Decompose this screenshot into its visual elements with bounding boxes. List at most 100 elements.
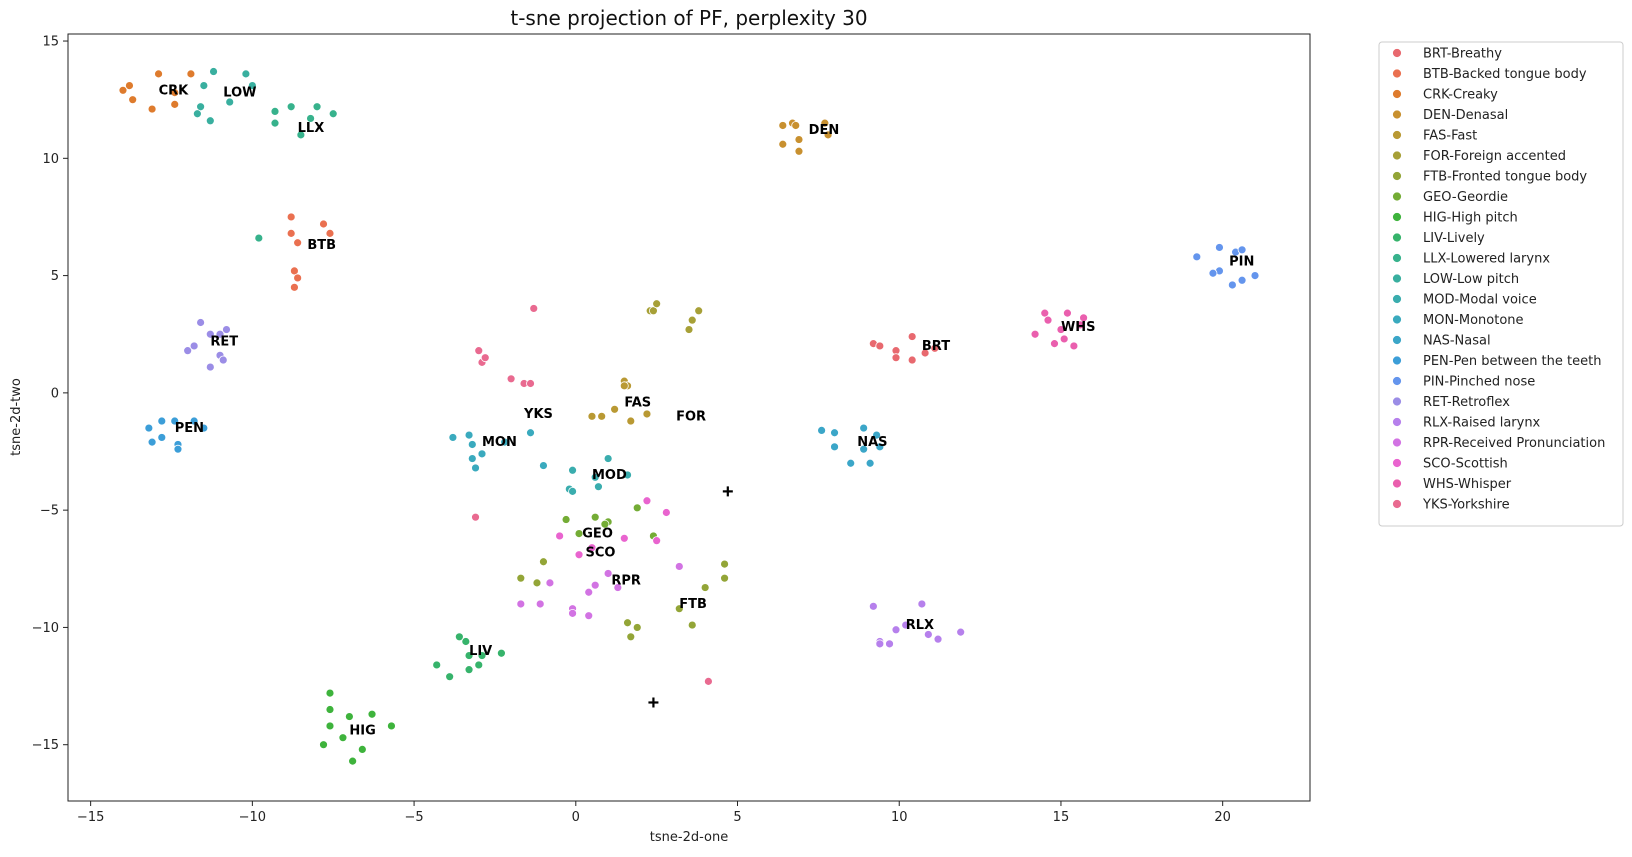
legend-marker-mod	[1392, 294, 1402, 304]
point-whs	[1030, 329, 1040, 339]
point-den	[791, 121, 801, 130]
point-llx	[306, 114, 315, 123]
point-den	[823, 130, 833, 140]
point-pen	[147, 437, 157, 447]
point-rpr	[590, 580, 600, 590]
point-pen	[157, 416, 167, 426]
legend-label-geo: GEO-Geordie	[1423, 190, 1508, 205]
legend-marker-geo	[1392, 191, 1402, 202]
legend: BRT-Breathy BTB-Backed tongue body CRK-Cre…	[1378, 41, 1624, 527]
point-liv	[461, 637, 471, 646]
cluster-label-liv: LIV	[469, 644, 492, 659]
legend-marker-rlx	[1392, 417, 1402, 427]
point-nas	[859, 444, 869, 454]
point-llx	[270, 118, 280, 128]
point-low	[225, 97, 235, 107]
point-for	[694, 306, 704, 316]
cluster-label-mod: MOD	[592, 468, 627, 483]
x-axis: −15 −10 −5 0 5 10 15 20	[77, 801, 1231, 825]
point-pin	[1227, 280, 1237, 290]
point-crk	[154, 69, 163, 79]
point-yks	[471, 512, 480, 522]
point-geo	[590, 512, 600, 522]
point-low	[196, 102, 206, 112]
point-low	[205, 116, 215, 126]
point-btb	[293, 238, 303, 248]
point-yks	[526, 379, 535, 388]
point-pin	[1208, 268, 1218, 278]
legend-label-for: FOR-Foreign accented	[1423, 149, 1566, 164]
point-den	[794, 135, 804, 144]
point-nas	[846, 458, 856, 468]
point-btb	[290, 266, 299, 276]
point-mon	[464, 430, 474, 440]
legend-marker-fas	[1392, 130, 1402, 140]
point-sco	[652, 536, 662, 546]
point-btb	[293, 273, 303, 283]
cluster-label-brt: BRT	[922, 339, 950, 354]
legend-marker-crk	[1392, 89, 1402, 99]
point-low	[192, 109, 202, 119]
point-hig	[338, 733, 348, 743]
point-liv	[474, 660, 484, 670]
cluster-label-ftb: FTB	[679, 597, 707, 612]
point-crk	[170, 88, 180, 98]
point-yks	[704, 676, 713, 686]
point-yks	[474, 346, 484, 356]
point-ftb	[623, 618, 632, 628]
point-nas	[872, 430, 881, 440]
legend-label-pen: PEN-Pen between the teeth	[1423, 354, 1601, 369]
point-rlx	[901, 620, 911, 630]
point-rpr	[568, 608, 577, 618]
legend-label-btb: BTB-Backed tongue body	[1423, 67, 1587, 82]
y-tick-label: −5	[40, 504, 59, 519]
point-btb	[319, 219, 328, 229]
point-llx	[296, 130, 306, 140]
point-llx	[312, 102, 322, 112]
point-hig	[325, 688, 335, 698]
legend-marker-llx	[1392, 253, 1402, 263]
point-rpr	[603, 569, 613, 578]
cluster-label-llx: LLX	[298, 121, 325, 136]
point-pen	[173, 444, 183, 454]
legend-marker-liv	[1392, 232, 1402, 243]
point-liv	[464, 665, 474, 675]
legend-marker-pin	[1392, 376, 1402, 386]
point-mon	[526, 428, 535, 438]
point-sco	[587, 543, 597, 553]
point-sco	[555, 531, 565, 541]
point-liv	[454, 632, 464, 642]
point-den	[778, 121, 788, 130]
point-crk	[128, 95, 138, 105]
legend-marker-mon	[1392, 314, 1402, 325]
legend-label-rpr: RPR-Received Pronunciation	[1423, 436, 1605, 451]
point-ftb	[632, 623, 642, 632]
point-sco	[574, 550, 584, 560]
point-mod	[603, 454, 613, 463]
x-tick-label: −5	[404, 810, 423, 825]
point-nas	[859, 423, 869, 433]
point-rlx	[956, 627, 966, 637]
point-whs	[1079, 313, 1088, 323]
cluster-label-crk: CRK	[159, 83, 190, 98]
point-ftb	[720, 573, 729, 583]
point-mod	[568, 465, 577, 475]
point-rpr	[584, 587, 594, 597]
legend-label-liv: LIV-Lively	[1423, 231, 1485, 246]
point-pen	[170, 416, 180, 426]
point-mon	[500, 437, 510, 447]
cluster-label-pin: PIN	[1229, 255, 1254, 270]
point-geo	[574, 529, 584, 539]
point-fas	[610, 404, 620, 414]
point-crk	[186, 69, 196, 79]
point-for	[652, 299, 662, 309]
point-yks	[506, 374, 516, 384]
point-rpr	[535, 599, 545, 609]
point-brt	[891, 353, 901, 363]
point-whs	[1059, 334, 1069, 344]
point-sco	[619, 533, 629, 543]
point-geo	[561, 515, 571, 524]
legend-label-whs: WHS-Whisper	[1423, 477, 1512, 492]
cluster-label-mon: MON	[482, 435, 517, 450]
